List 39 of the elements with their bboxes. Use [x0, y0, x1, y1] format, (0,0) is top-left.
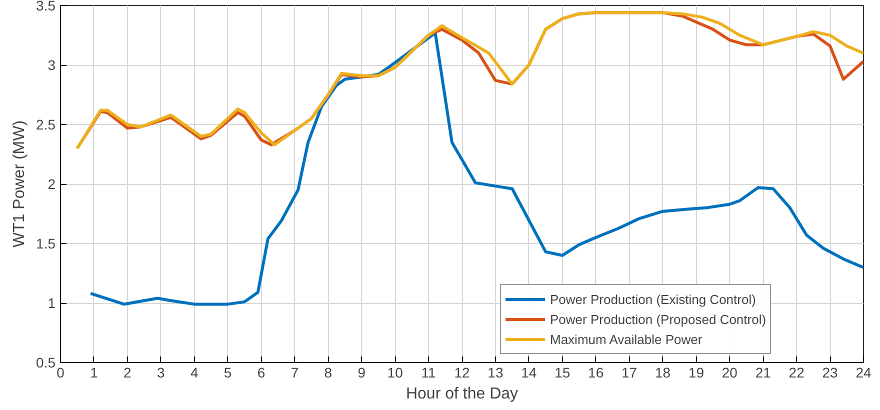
y-tick-label: 2: [48, 176, 56, 192]
x-tick-label: 2: [124, 364, 132, 380]
y-tick-label: 2.5: [36, 116, 56, 132]
legend-label: Maximum Available Power: [550, 331, 702, 347]
x-tick-label: 4: [190, 364, 198, 380]
x-tick-label: 9: [358, 364, 366, 380]
x-tick-label: 0: [56, 364, 65, 380]
y-tick-label: 3: [48, 57, 56, 73]
line-series: [89, 31, 864, 306]
x-tick-label: 5: [224, 364, 232, 380]
x-axis-title: Hour of the Day: [406, 386, 518, 402]
legend-label: Power Production (Proposed Control): [550, 311, 766, 327]
x-tick-label: 24: [856, 364, 872, 380]
x-tick-label: 11: [421, 364, 436, 380]
x-tick-label: 3: [156, 364, 165, 380]
x-tick-label: 18: [654, 364, 671, 380]
y-tick-label: 1: [48, 295, 56, 311]
x-tick-label: 7: [290, 364, 299, 380]
legend-label: Power Production (Existing Control): [550, 291, 756, 307]
y-tick-label: 3.5: [36, 0, 56, 14]
x-tick-label: 10: [387, 364, 404, 380]
x-tick-label: 14: [521, 364, 537, 380]
line-series: [76, 11, 864, 150]
x-tick-label: 22: [788, 364, 805, 380]
y-axis-title: WT1 Power (MW): [11, 120, 28, 248]
x-tick-label: 15: [554, 364, 570, 380]
x-tick-label: 8: [324, 364, 332, 380]
x-tick-label: 12: [454, 364, 470, 380]
x-tick-label: 13: [488, 364, 504, 380]
x-tick-label: 1: [90, 364, 98, 380]
x-tick-label: 23: [822, 364, 838, 380]
x-tick-label: 16: [588, 364, 604, 380]
x-tick-label: 19: [688, 364, 704, 380]
x-tick-label: 6: [257, 364, 266, 380]
y-tick-label: 1.5: [36, 236, 56, 252]
y-tick-label: 0.5: [36, 354, 56, 370]
x-tick-label: 21: [755, 364, 772, 380]
x-tick-label: 17: [622, 364, 638, 380]
x-tick-label: 20: [722, 364, 738, 380]
